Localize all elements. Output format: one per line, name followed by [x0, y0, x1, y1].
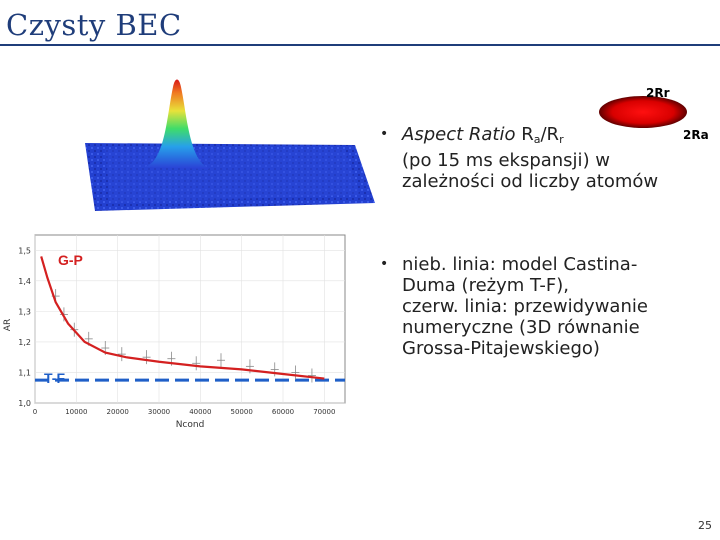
aspect-ratio-term: Aspect Ratio	[402, 124, 516, 145]
bullet-2-line-5: Grossa-Pitajewskiego)	[402, 338, 600, 359]
y-tick-label: 1,1	[18, 368, 31, 377]
aspect-ratio-chart: 1,0 1,1 1,2 1,3 1,4 1,5 0 10000 20000 30000 40000 5…	[3, 234, 346, 430]
title-rule	[0, 44, 720, 46]
x-tick-label: 0	[33, 408, 37, 416]
bullet-aspect-ratio: • Aspect Ratio Ra/Rr (po 15 ms ekspansji…	[380, 124, 715, 192]
bec-density-peak-image	[85, 79, 375, 211]
x-tick-label: 10000	[65, 408, 87, 416]
y-tick-label: 1,3	[18, 307, 31, 316]
y-tick-label: 1,5	[18, 246, 31, 255]
annotation-tf: T-F	[44, 370, 65, 386]
x-axis-label: Ncond	[176, 420, 205, 430]
y-tick-label: 1,4	[18, 277, 31, 286]
bullet-list: • Aspect Ratio Ra/Rr (po 15 ms ekspansji…	[380, 120, 715, 359]
bullet-2-line-2: Duma (reżym T-F),	[402, 275, 569, 296]
gp-numerical-curve	[40, 256, 325, 380]
rr-symbol: /R	[540, 124, 560, 145]
y-tick-label: 1,0	[18, 399, 31, 408]
y-tick-label: 1,2	[18, 338, 31, 347]
ra-subscript: a	[533, 133, 541, 146]
annotation-gp: G-P	[58, 252, 83, 268]
x-tick-label: 70000	[313, 408, 335, 416]
y-axis-label: AR	[3, 319, 13, 331]
expanded-cloud-image	[599, 96, 687, 128]
bullet-2-line-4: numeryczne (3D równanie	[402, 317, 640, 338]
bullet-1-line-3: zależności od liczby atomów	[402, 171, 659, 192]
x-tick-label: 50000	[231, 408, 253, 416]
radial-size-label: 2Rr	[646, 86, 670, 100]
bullet-dot: •	[380, 126, 389, 142]
x-tick-label: 40000	[189, 408, 211, 416]
slide-title: Czysty BEC	[6, 8, 182, 42]
x-tick-label: 20000	[107, 408, 129, 416]
bullet-2-line-3: czerw. linia: przewidywanie	[402, 296, 648, 317]
axial-size-label: 2Ra	[683, 128, 709, 142]
ra-symbol: R	[521, 124, 534, 145]
x-tick-label: 60000	[272, 408, 294, 416]
bullet-dot: •	[380, 256, 389, 272]
rr-subscript: r	[559, 133, 564, 146]
bullet-1-line-2: (po 15 ms ekspansji) w	[402, 150, 611, 171]
x-tick-label: 30000	[148, 408, 170, 416]
page-number: 25	[698, 519, 712, 532]
bullet-model-lines: • nieb. linia: model Castina- Duma (reży…	[380, 254, 715, 359]
bullet-2-line-1: nieb. linia: model Castina-	[402, 254, 638, 275]
